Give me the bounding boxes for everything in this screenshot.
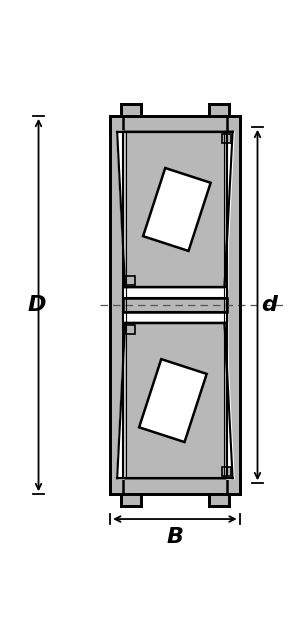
Text: B: B	[167, 527, 183, 547]
Text: D: D	[27, 295, 46, 315]
Polygon shape	[209, 104, 229, 116]
Polygon shape	[126, 325, 135, 334]
Polygon shape	[143, 168, 211, 251]
Polygon shape	[226, 116, 240, 494]
Polygon shape	[121, 104, 141, 116]
Polygon shape	[123, 132, 226, 478]
Polygon shape	[139, 359, 207, 442]
Polygon shape	[225, 323, 232, 478]
Polygon shape	[117, 132, 125, 287]
Polygon shape	[121, 494, 141, 506]
Polygon shape	[110, 116, 123, 494]
Polygon shape	[209, 494, 229, 506]
Polygon shape	[225, 132, 232, 287]
Polygon shape	[110, 478, 240, 494]
Polygon shape	[222, 468, 231, 476]
Text: d: d	[262, 295, 278, 315]
Polygon shape	[117, 132, 232, 287]
Polygon shape	[117, 323, 125, 478]
Polygon shape	[126, 276, 135, 285]
Polygon shape	[222, 134, 231, 142]
Polygon shape	[123, 298, 226, 312]
Polygon shape	[117, 323, 232, 478]
Polygon shape	[110, 116, 240, 132]
